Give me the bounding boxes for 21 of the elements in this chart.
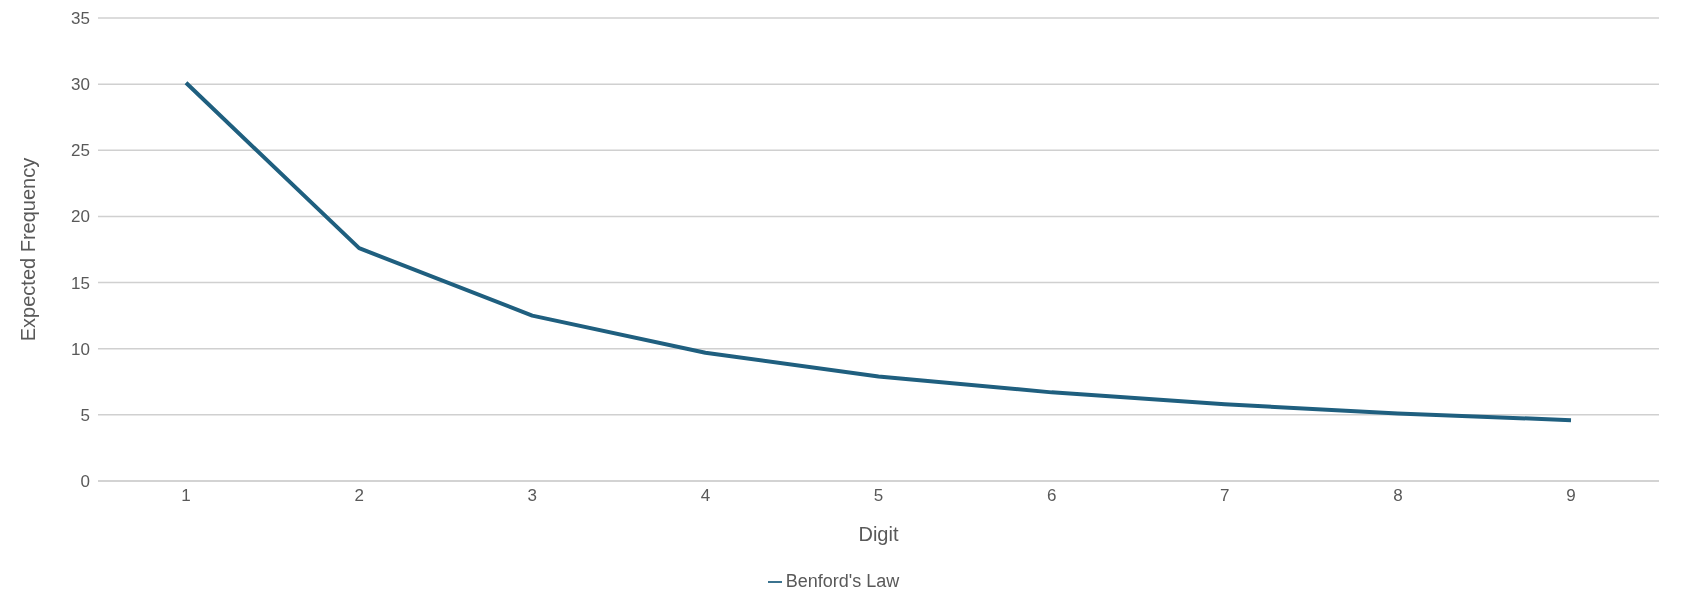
x-tick-label: 6 [1046,486,1057,506]
y-tick-label: 15 [71,273,90,293]
y-tick-label: 20 [71,207,90,227]
x-axis-title: Digit [858,523,899,545]
y-tick-label: 0 [80,472,90,492]
x-tick-label: 5 [873,486,884,506]
x-tick-label: 4 [700,486,711,506]
x-tick-label: 9 [1566,486,1576,506]
y-tick-label: 35 [71,9,90,29]
y-axis-title: Expected Frequency [17,157,40,342]
y-tick-label: 10 [71,339,90,359]
y-tick-label: 25 [71,141,90,161]
legend-label: Benford's Law [785,571,900,591]
y-tick-label: 30 [71,75,90,95]
line-series [184,80,1573,423]
x-tick-label: 8 [1393,486,1403,506]
x-tick-label: 7 [1220,486,1230,506]
x-tick-label: 2 [354,486,364,506]
x-tick-label: 1 [181,486,191,506]
y-tick-label: 5 [80,405,90,425]
x-tick-label: 3 [527,486,537,506]
